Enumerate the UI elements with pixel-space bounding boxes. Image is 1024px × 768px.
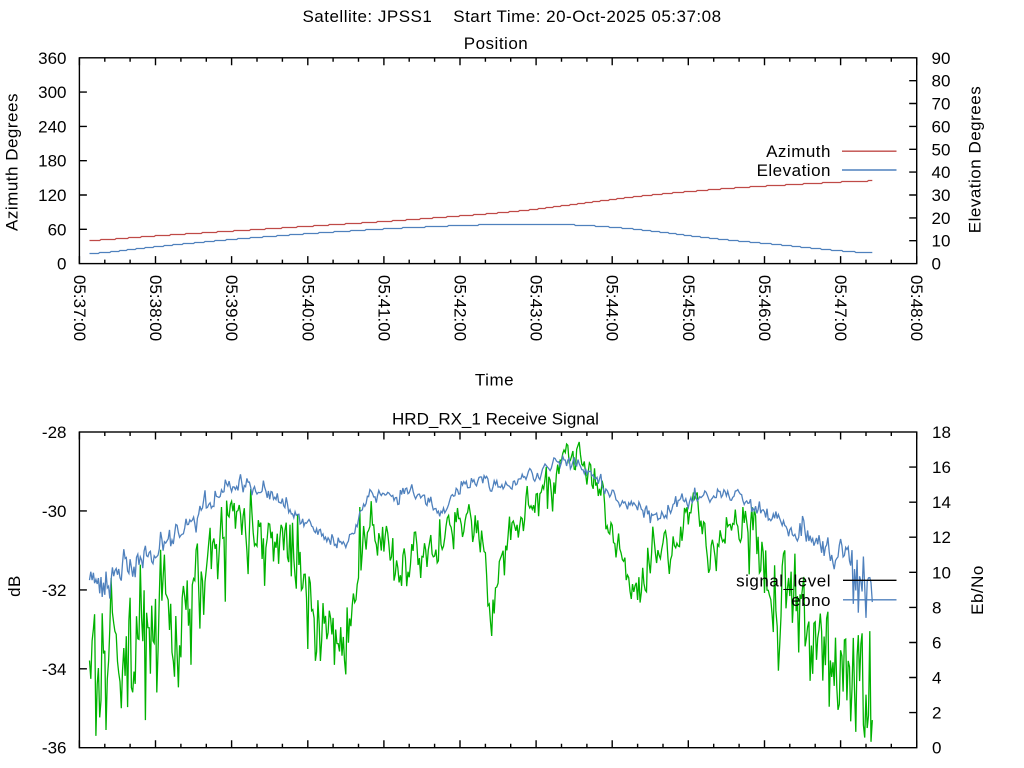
svg-text:Azimuth: Azimuth (766, 142, 831, 161)
svg-text:Time: Time (475, 371, 514, 390)
svg-text:0: 0 (57, 255, 66, 274)
svg-text:05:46:00: 05:46:00 (755, 275, 774, 341)
svg-text:Eb/No: Eb/No (968, 565, 987, 615)
svg-text:Position: Position (464, 34, 528, 53)
svg-text:240: 240 (38, 117, 66, 136)
svg-text:-36: -36 (42, 739, 67, 758)
svg-text:HRD_RX_1 Receive Signal: HRD_RX_1 Receive Signal (392, 409, 599, 428)
svg-text:120: 120 (38, 186, 66, 205)
svg-text:6: 6 (932, 634, 941, 653)
svg-text:Elevation: Elevation (757, 161, 831, 180)
svg-text:05:38:00: 05:38:00 (146, 275, 165, 341)
svg-text:05:43:00: 05:43:00 (527, 275, 546, 341)
svg-text:ebno: ebno (791, 591, 831, 610)
svg-text:signal_level: signal_level (736, 571, 831, 590)
svg-text:05:44:00: 05:44:00 (603, 275, 622, 341)
svg-text:40: 40 (932, 163, 951, 182)
svg-text:-28: -28 (42, 423, 67, 442)
svg-text:05:40:00: 05:40:00 (298, 275, 317, 341)
svg-text:10: 10 (932, 232, 951, 251)
svg-text:8: 8 (932, 598, 941, 617)
svg-text:-30: -30 (42, 502, 67, 521)
svg-text:05:37:00: 05:37:00 (70, 275, 89, 341)
svg-text:50: 50 (932, 140, 951, 159)
svg-text:20: 20 (932, 209, 951, 228)
svg-text:Satellite: JPSS1 Start Time: Satellite: JPSS1 Start Time: 20-Oct-2025… (302, 7, 721, 26)
svg-text:05:47:00: 05:47:00 (831, 275, 850, 341)
svg-text:14: 14 (932, 493, 951, 512)
svg-text:05:39:00: 05:39:00 (222, 275, 241, 341)
svg-text:300: 300 (38, 83, 66, 102)
svg-text:Elevation Degrees: Elevation Degrees (966, 86, 985, 233)
svg-text:05:42:00: 05:42:00 (451, 275, 470, 341)
svg-text:30: 30 (932, 186, 951, 205)
svg-text:80: 80 (932, 72, 951, 91)
svg-text:180: 180 (38, 152, 66, 171)
svg-text:10: 10 (932, 563, 951, 582)
svg-text:12: 12 (932, 528, 951, 547)
svg-text:05:41:00: 05:41:00 (374, 275, 393, 341)
svg-text:70: 70 (932, 95, 951, 114)
svg-text:60: 60 (932, 117, 951, 136)
svg-text:Azimuth Degrees: Azimuth Degrees (3, 93, 22, 231)
svg-text:0: 0 (932, 255, 941, 274)
svg-text:4: 4 (932, 669, 941, 688)
svg-text:16: 16 (932, 458, 951, 477)
svg-text:0: 0 (932, 739, 941, 758)
svg-text:05:45:00: 05:45:00 (679, 275, 698, 341)
svg-text:360: 360 (38, 49, 66, 68)
svg-text:dB: dB (5, 575, 24, 597)
svg-text:18: 18 (932, 423, 951, 442)
svg-text:90: 90 (932, 49, 951, 68)
svg-text:60: 60 (48, 220, 67, 239)
svg-text:2: 2 (932, 704, 941, 723)
svg-text:05:48:00: 05:48:00 (907, 275, 926, 341)
svg-text:-32: -32 (42, 581, 67, 600)
svg-text:-34: -34 (42, 660, 67, 679)
